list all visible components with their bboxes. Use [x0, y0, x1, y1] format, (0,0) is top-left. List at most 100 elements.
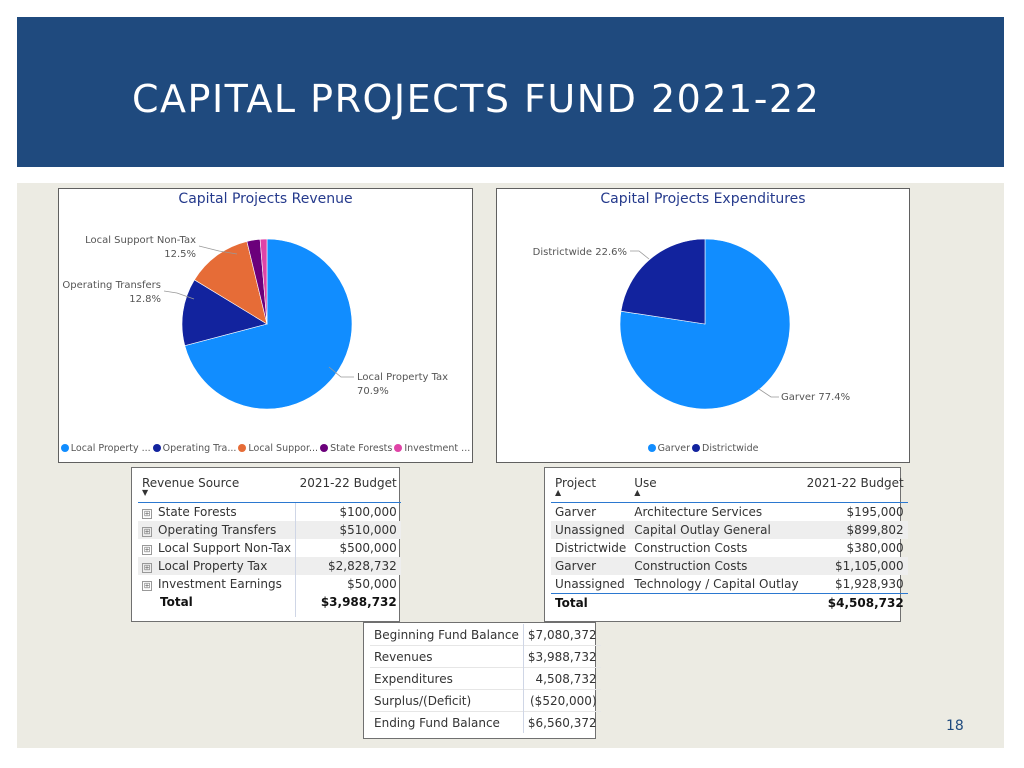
table-row: Unassigned Capital Outlay General $899,8…	[551, 521, 908, 539]
summary-label: Surplus/(Deficit)	[370, 689, 524, 712]
budget-cell: $1,928,930	[834, 577, 904, 591]
page-number: 18	[946, 718, 964, 734]
revenue-label-local-property-tax-leader	[328, 366, 354, 378]
budget-cell: $500,000	[339, 541, 397, 555]
pie-slice-4[interactable]	[259, 238, 268, 325]
revenue-label-operating-transfers: Operating Transfers	[62, 280, 161, 291]
expand-icon[interactable]: ⊞	[142, 509, 152, 519]
project-cell: Districtwide	[555, 541, 627, 555]
title-banner: CAPITAL PROJECTS FUND 2021-22	[17, 17, 1004, 167]
legend-label: Districtwide	[702, 443, 759, 454]
legend-item[interactable]: Investment ...	[394, 443, 470, 454]
legend-item[interactable]: Districtwide	[692, 443, 758, 454]
expand-icon[interactable]: ⊞	[142, 563, 152, 573]
budget-cell: $195,000	[846, 505, 904, 519]
legend-item[interactable]: Garver	[647, 443, 691, 454]
summary-label: Ending Fund Balance	[370, 711, 524, 733]
budget-cell: $899,802	[802, 521, 908, 539]
revenue-source-cell: State Forests	[158, 505, 237, 519]
expenditure-pie-chart: Districtwide 22.6% Garver 77.4%	[533, 238, 850, 410]
total-label: Total	[555, 596, 588, 610]
project-header[interactable]: Project ▲	[551, 470, 631, 503]
budget-header[interactable]: 2021-22 Budget	[802, 470, 908, 503]
revenue-label-local-support-value: 12.5%	[164, 249, 196, 260]
table-row: Unassigned Technology / Capital Outlay $…	[551, 575, 908, 594]
expand-icon[interactable]: ⊞	[142, 527, 152, 537]
expenditure-label-districtwide-leader	[630, 250, 650, 260]
revenue-chart-panel: Capital Projects Revenue Local Support N…	[58, 188, 473, 463]
table-row: Garver Architecture Services $195,000	[551, 503, 908, 522]
total-label: Total	[138, 593, 297, 611]
summary-value: $6,560,372	[527, 715, 597, 730]
legend-item[interactable]: Local Suppor...	[238, 443, 318, 454]
expenditure-chart-panel: Capital Projects Expenditures Districtwi…	[496, 188, 910, 463]
revenue-label-local-property-tax: Local Property Tax	[357, 372, 448, 383]
summary-value: $7,080,372	[527, 627, 597, 642]
pie-slice-1[interactable]	[181, 279, 268, 347]
summary-value: $3,988,732	[527, 649, 597, 664]
total-row: Total $3,988,732	[138, 593, 401, 611]
legend-label: Garver	[657, 443, 691, 454]
summary-label: Expenditures	[370, 667, 524, 690]
table-row: Ending Fund Balance $6,560,372	[370, 711, 601, 733]
legend-item[interactable]: Operating Tra...	[152, 443, 237, 454]
table-row: Districtwide Construction Costs $380,000	[551, 539, 908, 557]
table-row: ⊞ Local Property Tax $2,828,732	[138, 557, 401, 575]
use-cell: Construction Costs	[630, 557, 803, 575]
revenue-label-operating-transfers-value: 12.8%	[129, 294, 161, 305]
legend-label: Investment ...	[404, 443, 471, 454]
legend-label: State Forests	[330, 443, 393, 454]
expenditure-label-garver-leader	[758, 388, 779, 398]
revenue-label-local-property-tax-value: 70.9%	[357, 386, 389, 397]
project-cell: Unassigned	[555, 577, 625, 591]
legend-item[interactable]: Local Property ...	[60, 443, 151, 454]
revenue-pie-chart: Local Support Non-Tax 12.5% Operating Tran…	[62, 235, 448, 410]
use-cell: Construction Costs	[634, 541, 748, 555]
revenue-source-header[interactable]: Revenue Source ▼	[138, 470, 296, 503]
pie-slice-0[interactable]	[619, 238, 791, 410]
revenue-label-local-support-leader	[198, 245, 238, 255]
total-row: Total $4,508,732	[551, 593, 908, 613]
sort-desc-icon: ▼	[142, 488, 149, 497]
legend-dot-icon	[320, 444, 329, 452]
project-cell: Garver	[551, 557, 631, 575]
revenue-label-operating-transfers-leader	[163, 290, 195, 300]
sort-asc-icon: ▲	[555, 488, 562, 497]
legend-dot-icon	[152, 444, 161, 452]
table-row: Surplus/(Deficit) ($520,000)	[370, 689, 601, 712]
expand-icon[interactable]: ⊞	[142, 545, 152, 555]
sort-asc-icon: ▲	[634, 488, 641, 497]
revenue-source-cell: Investment Earnings	[158, 577, 282, 591]
budget-cell: $50,000	[347, 577, 397, 591]
table-row: Revenues $3,988,732	[370, 645, 601, 668]
use-header[interactable]: Use ▲	[630, 470, 803, 503]
table-row: ⊞ Investment Earnings $50,000	[138, 575, 401, 593]
legend-label: Local Property ...	[70, 443, 151, 454]
expenditure-chart-legend: Garver Districtwide	[497, 443, 909, 454]
pie-slice-2[interactable]	[193, 241, 268, 325]
use-cell: Architecture Services	[634, 505, 763, 519]
project-cell: Unassigned	[551, 521, 631, 539]
pie-slice-1[interactable]	[620, 238, 706, 325]
expand-icon[interactable]: ⊞	[142, 581, 152, 591]
legend-label: Operating Tra...	[162, 443, 237, 454]
fund-summary-table: Beginning Fund Balance $7,080,372 Revenu…	[363, 622, 601, 739]
legend-dot-icon	[394, 444, 403, 452]
revenue-source-cell: Local Support Non-Tax	[158, 541, 292, 555]
budget-cell: $1,105,000	[802, 557, 908, 575]
legend-item[interactable]: State Forests	[320, 443, 392, 454]
budget-cell: $510,000	[295, 521, 401, 539]
slide-title: CAPITAL PROJECTS FUND 2021-22	[132, 77, 821, 121]
summary-label: Beginning Fund Balance	[370, 624, 524, 646]
expenditure-label-garver: Garver 77.4%	[781, 392, 850, 403]
use-cell: Capital Outlay General	[630, 521, 803, 539]
summary-value: ($520,000)	[530, 693, 597, 708]
total-value: $4,508,732	[827, 596, 904, 610]
table-row: ⊞ Local Support Non-Tax $500,000	[138, 539, 401, 557]
legend-dot-icon	[647, 444, 656, 452]
budget-header[interactable]: 2021-22 Budget	[295, 470, 401, 503]
table-row: Expenditures 4,508,732	[370, 667, 601, 690]
pie-slice-0[interactable]	[184, 238, 353, 410]
legend-dot-icon	[238, 444, 247, 452]
revenue-source-cell: Local Property Tax	[158, 559, 268, 573]
